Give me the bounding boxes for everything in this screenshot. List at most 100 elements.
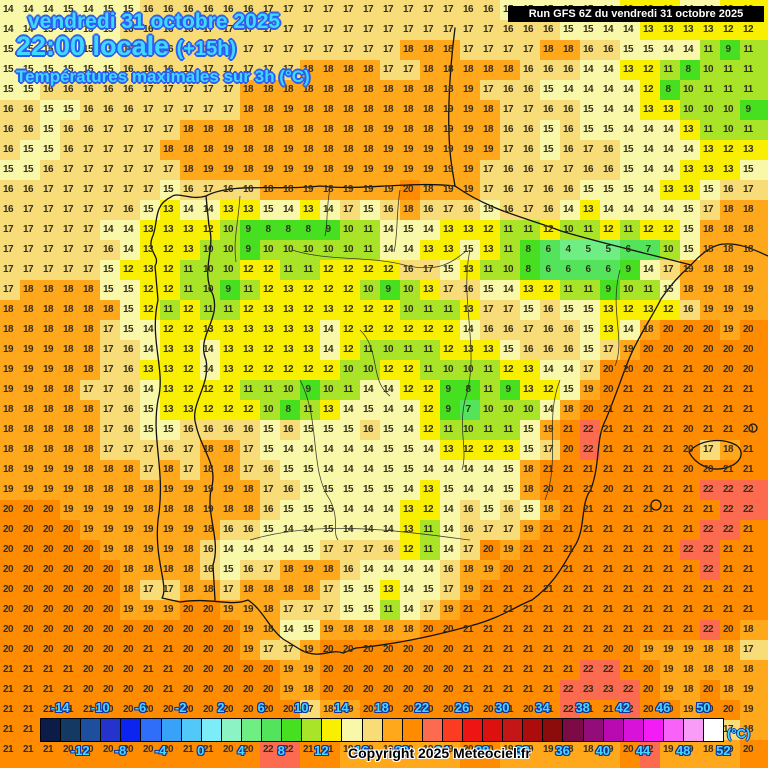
temp-cell — [100, 140, 120, 160]
temp-cell — [280, 0, 300, 20]
temp-cell — [120, 60, 140, 80]
scale-cell — [302, 719, 323, 741]
temp-value: 19 — [742, 284, 754, 295]
scale-cell — [181, 719, 202, 741]
temp-cell — [40, 120, 60, 140]
temp-cell — [120, 100, 140, 120]
temp-value: 18 — [742, 664, 754, 675]
scale-cell — [623, 719, 644, 741]
temp-cell — [20, 180, 40, 200]
temp-cell — [120, 120, 140, 140]
temp-cell — [260, 0, 280, 20]
scale-tick-above: 46 — [655, 700, 671, 715]
scale-cell — [282, 719, 303, 741]
temp-cell — [60, 140, 80, 160]
temp-cell — [240, 0, 260, 20]
temp-value: 17 — [742, 644, 754, 655]
temp-value: 20 — [742, 344, 754, 355]
temp-value: 20 — [742, 424, 754, 435]
scale-cell — [503, 719, 524, 741]
model-run-label: Run GFS 6Z du vendredi 31 octobre 2025 — [528, 8, 744, 20]
temp-value: 21 — [742, 604, 754, 615]
temp-cell — [40, 60, 60, 80]
temp-cell — [200, 0, 220, 20]
scale-tick-below: 0 — [197, 743, 205, 758]
scale-cell — [643, 719, 664, 741]
temp-cell — [100, 180, 120, 200]
temp-value: 21 — [742, 464, 754, 475]
scale-tick-above: 22 — [414, 700, 430, 715]
temp-cell — [0, 160, 20, 180]
local-time-label: 22:00 locale — [16, 31, 177, 61]
temp-cell — [100, 80, 120, 100]
temp-cell — [0, 60, 20, 80]
temp-cell — [160, 0, 180, 20]
scale-cell — [201, 719, 222, 741]
temp-cell — [60, 60, 80, 80]
temp-value: 19 — [742, 264, 754, 275]
temp-cell — [40, 40, 60, 60]
scale-tick-below: 40 — [595, 743, 611, 758]
temp-value: 20 — [742, 364, 754, 375]
temp-value: 21 — [742, 544, 754, 555]
scale-cell — [543, 719, 564, 741]
temp-cell — [440, 0, 460, 20]
temp-value: 18 — [742, 224, 754, 235]
scale-cell — [382, 719, 403, 741]
temp-cell — [360, 0, 380, 20]
temp-cell — [20, 140, 40, 160]
temp-cell — [80, 120, 100, 140]
temp-cell — [40, 0, 60, 20]
temp-cell — [40, 20, 60, 40]
scale-tick-below: -12 — [70, 743, 90, 758]
scale-tick-below: -4 — [154, 743, 167, 758]
temp-cell — [80, 40, 100, 60]
temp-cell — [20, 60, 40, 80]
temp-cell — [100, 40, 120, 60]
temp-value: 17 — [742, 184, 754, 195]
temp-cell — [300, 0, 320, 20]
temp-cell — [480, 0, 500, 20]
temp-cell — [40, 180, 60, 200]
scale-tick-above: -6 — [134, 700, 147, 715]
temp-cell — [100, 120, 120, 140]
scale-cell — [342, 719, 363, 741]
scale-tick-above: 38 — [575, 700, 590, 715]
temp-value: 21 — [742, 404, 754, 415]
model-run-info-box: Run GFS 6Z du vendredi 31 octobre 2025 — [508, 6, 764, 22]
scale-cell — [101, 719, 122, 741]
temp-cell — [420, 0, 440, 20]
temp-cell — [0, 100, 20, 120]
temp-cell — [100, 160, 120, 180]
temp-cell — [0, 180, 20, 200]
temp-cell — [120, 40, 140, 60]
scale-tick-below: -8 — [114, 743, 127, 758]
scale-tick-below: 52 — [716, 743, 731, 758]
temp-cell — [60, 0, 80, 20]
temp-value: 19 — [742, 704, 754, 715]
temp-cell — [40, 100, 60, 120]
temp-value: 11 — [743, 44, 753, 55]
temp-value: 11 — [743, 64, 753, 75]
temp-value: 18 — [742, 624, 754, 635]
temp-cell — [120, 160, 140, 180]
temp-cell — [80, 60, 100, 80]
temp-cell — [460, 0, 480, 20]
temp-cell — [60, 180, 80, 200]
scale-cell — [41, 719, 62, 741]
temp-cell — [40, 160, 60, 180]
scale-cell — [402, 719, 423, 741]
temp-cell — [400, 0, 420, 20]
temp-cell — [0, 40, 20, 60]
temp-cell — [20, 20, 40, 40]
scale-tick-below: 8 — [277, 743, 285, 758]
scale-cell — [262, 719, 283, 741]
scale-tick-above: 50 — [696, 700, 711, 715]
scale-tick-above: 26 — [454, 700, 470, 715]
temp-cell — [40, 140, 60, 160]
temp-value: 18 — [742, 244, 754, 255]
temp-cell — [0, 80, 20, 100]
scale-cell — [442, 719, 463, 741]
scale-cell — [583, 719, 604, 741]
